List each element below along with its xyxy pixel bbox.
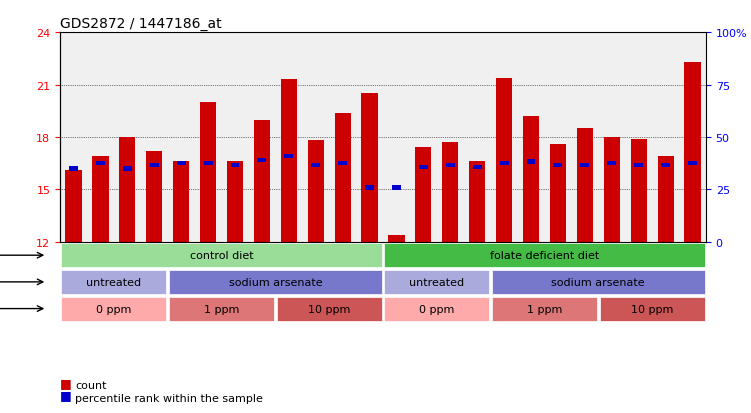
Bar — [334, 113, 351, 242]
Bar — [204, 161, 213, 166]
Bar — [69, 167, 78, 171]
Text: 1 ppm: 1 ppm — [526, 304, 562, 314]
Bar — [684, 63, 701, 242]
Bar — [338, 161, 347, 166]
Bar — [658, 157, 674, 242]
Text: control diet: control diet — [190, 251, 253, 261]
FancyBboxPatch shape — [62, 297, 167, 321]
FancyBboxPatch shape — [385, 244, 704, 268]
Bar — [473, 165, 481, 169]
Bar — [419, 165, 428, 169]
FancyBboxPatch shape — [62, 244, 382, 268]
Bar — [361, 94, 378, 242]
Bar — [553, 164, 562, 168]
Bar — [581, 164, 590, 168]
Bar — [365, 186, 374, 190]
Bar — [661, 164, 670, 168]
Bar — [231, 164, 240, 168]
Bar — [635, 164, 643, 168]
Bar — [577, 129, 593, 242]
Bar — [150, 164, 158, 168]
Text: ■: ■ — [60, 389, 72, 401]
Text: untreated: untreated — [86, 277, 141, 287]
FancyBboxPatch shape — [492, 270, 704, 294]
Bar — [550, 145, 566, 242]
Bar — [608, 161, 616, 166]
Bar — [146, 152, 162, 242]
Bar — [388, 235, 405, 242]
Text: ■: ■ — [60, 376, 72, 389]
Bar — [496, 78, 512, 242]
FancyBboxPatch shape — [169, 297, 274, 321]
Bar — [123, 167, 131, 171]
Bar — [285, 154, 293, 159]
Bar — [308, 141, 324, 242]
Text: sodium arsenate: sodium arsenate — [228, 277, 322, 287]
Text: percentile rank within the sample: percentile rank within the sample — [75, 393, 263, 403]
FancyBboxPatch shape — [492, 297, 597, 321]
Bar — [254, 120, 270, 242]
Bar — [415, 148, 431, 242]
Text: 0 ppm: 0 ppm — [419, 304, 454, 314]
Text: folate deficient diet: folate deficient diet — [490, 251, 599, 261]
Bar — [227, 162, 243, 242]
Bar — [312, 164, 320, 168]
FancyBboxPatch shape — [599, 297, 704, 321]
Text: untreated: untreated — [409, 277, 464, 287]
FancyBboxPatch shape — [276, 297, 382, 321]
Text: sodium arsenate: sodium arsenate — [551, 277, 645, 287]
Text: 10 ppm: 10 ppm — [308, 304, 351, 314]
Bar — [631, 140, 647, 242]
Text: 0 ppm: 0 ppm — [96, 304, 131, 314]
Bar — [96, 161, 105, 166]
Bar — [200, 103, 216, 242]
Text: GDS2872 / 1447186_at: GDS2872 / 1447186_at — [60, 17, 222, 31]
Text: 1 ppm: 1 ppm — [204, 304, 240, 314]
Text: 10 ppm: 10 ppm — [631, 304, 674, 314]
Bar — [392, 186, 401, 190]
Text: count: count — [75, 380, 107, 390]
Bar — [65, 171, 82, 242]
Bar — [523, 117, 539, 242]
Bar — [442, 143, 458, 242]
Bar — [604, 138, 620, 242]
Bar — [173, 162, 189, 242]
Bar — [258, 158, 267, 162]
FancyBboxPatch shape — [385, 297, 490, 321]
Bar — [119, 138, 135, 242]
Bar — [469, 162, 485, 242]
FancyBboxPatch shape — [62, 270, 167, 294]
Bar — [499, 161, 508, 166]
FancyBboxPatch shape — [385, 270, 490, 294]
Bar — [92, 157, 108, 242]
FancyBboxPatch shape — [169, 270, 382, 294]
Bar — [176, 161, 185, 166]
Bar — [281, 80, 297, 242]
Bar — [688, 161, 697, 166]
Bar — [446, 164, 454, 168]
Bar — [526, 160, 535, 164]
